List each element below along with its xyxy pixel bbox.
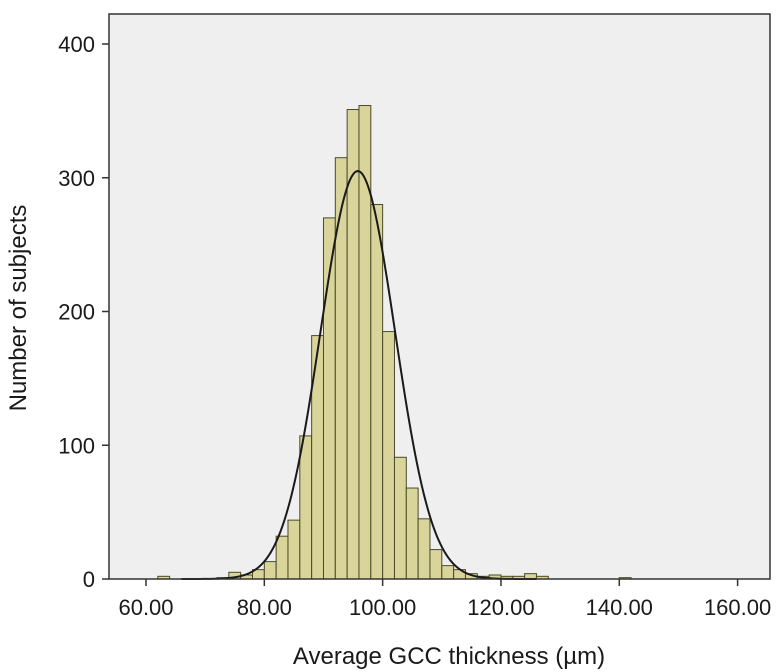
y-tick-label: 400 (58, 32, 95, 57)
x-tick-label: 60.00 (118, 595, 173, 620)
histogram-bar (275, 535, 289, 580)
histogram-bar (382, 331, 395, 580)
y-tick-label: 300 (58, 166, 95, 191)
histogram-bar (370, 204, 384, 580)
histogram-bar (405, 487, 419, 580)
y-tick-label: 100 (58, 433, 95, 458)
x-tick-label: 140.00 (586, 595, 653, 620)
x-tick-label: 80.00 (237, 595, 292, 620)
x-tick-label: 160.00 (704, 595, 771, 620)
histogram-bar (263, 561, 277, 580)
histogram-bars (157, 105, 632, 580)
normal-curve (181, 170, 537, 580)
x-axis: 60.00 80.00 100.00 120.00 140.00 160.00 (118, 579, 771, 620)
y-axis-title: Number of subjects (5, 205, 32, 412)
x-tick-label: 120.00 (467, 595, 534, 620)
histogram-bar (287, 519, 301, 580)
x-tick-label: 100.00 (349, 595, 416, 620)
y-axis: 0 100 200 300 400 (58, 32, 109, 592)
histogram-bar (334, 157, 348, 580)
histogram-bar (441, 565, 455, 580)
y-tick-label: 0 (83, 567, 95, 592)
histogram-bar (393, 456, 407, 580)
histogram-bar (299, 435, 313, 580)
histogram-bar (429, 549, 443, 580)
plot-area (109, 14, 770, 579)
y-tick-label: 200 (58, 300, 95, 325)
x-axis-title: Average GCC thickness (µm) (293, 643, 605, 670)
histogram-bar (417, 518, 431, 580)
plot-frame (108, 13, 771, 580)
